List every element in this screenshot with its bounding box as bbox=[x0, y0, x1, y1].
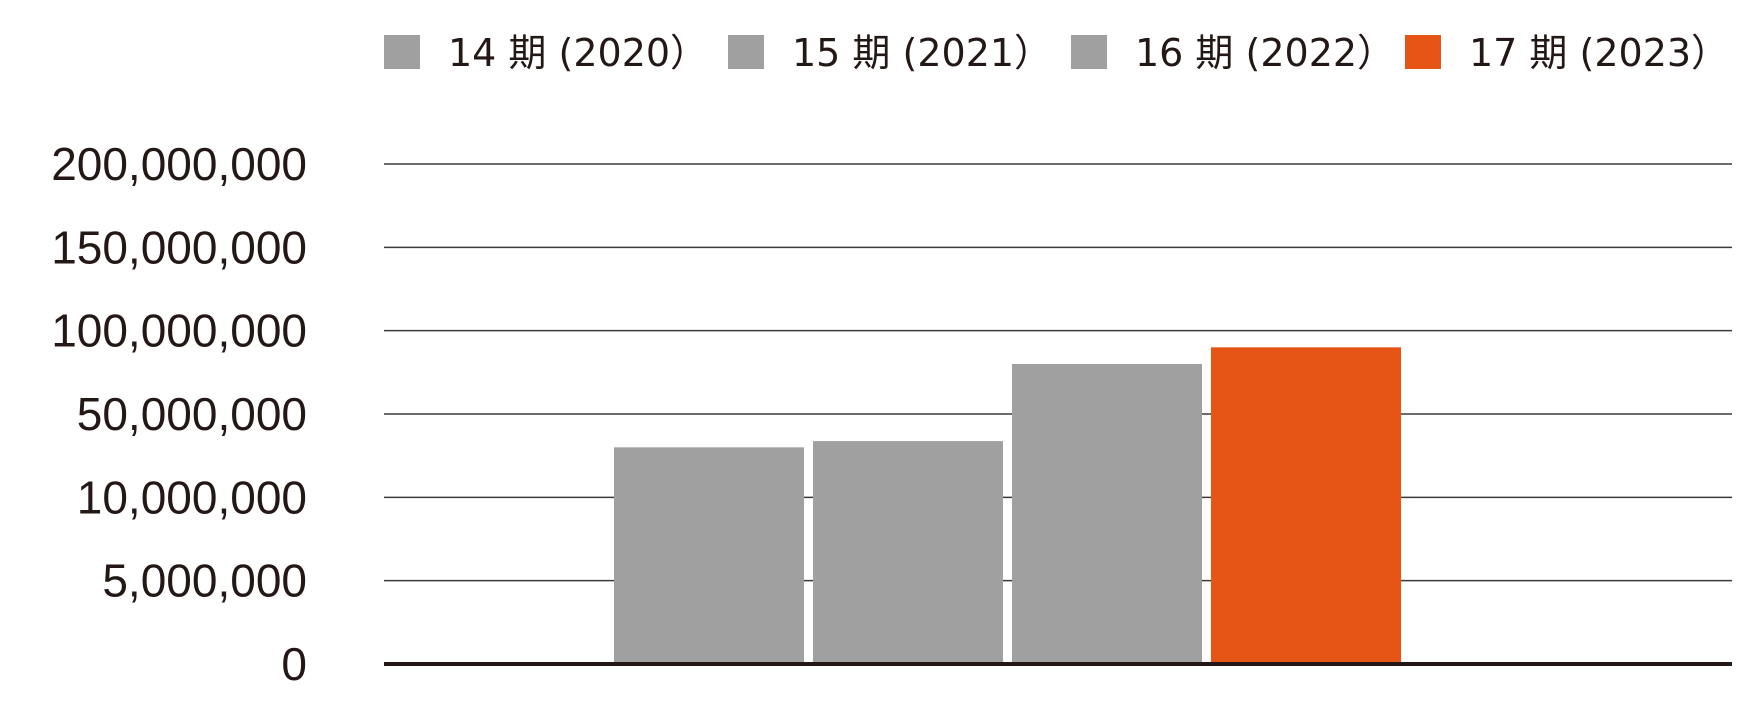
legend-swatch bbox=[728, 35, 764, 69]
legend-swatch bbox=[1071, 35, 1107, 69]
legend-item: 15 期 (2021） bbox=[728, 31, 1052, 75]
chart-legend: 14 期 (2020） 15 期 (2021） 16 期 (2022） 17 期 (2… bbox=[384, 31, 1729, 75]
y-tick-label: 5,000,000 bbox=[102, 555, 307, 607]
legend-label: 16 期 (2022） bbox=[1135, 31, 1395, 75]
y-tick-label: 100,000,000 bbox=[51, 305, 307, 357]
y-tick-label: 10,000,000 bbox=[77, 471, 307, 523]
y-tick-label: 0 bbox=[281, 638, 307, 690]
y-axis-tick-labels: 0 5,000,000 10,000,000 50,000,000 100,000,00… bbox=[51, 138, 307, 690]
y-tick-label: 150,000,000 bbox=[51, 221, 307, 273]
legend-label: 15 期 (2021） bbox=[792, 31, 1052, 75]
y-tick-label: 50,000,000 bbox=[77, 388, 307, 440]
legend-item: 17 期 (2023） bbox=[1405, 31, 1729, 75]
bar bbox=[614, 447, 804, 664]
legend-item: 16 期 (2022） bbox=[1071, 31, 1395, 75]
legend-swatch bbox=[384, 35, 420, 69]
legend-item: 14 期 (2020） bbox=[384, 31, 708, 75]
bar bbox=[813, 441, 1003, 664]
bar bbox=[1211, 347, 1401, 664]
legend-label: 17 期 (2023） bbox=[1469, 31, 1729, 75]
bar bbox=[1012, 364, 1202, 664]
y-tick-label: 200,000,000 bbox=[51, 138, 307, 190]
legend-label: 14 期 (2020） bbox=[448, 31, 708, 75]
legend-swatch bbox=[1405, 35, 1441, 69]
chart-bars bbox=[614, 347, 1401, 664]
